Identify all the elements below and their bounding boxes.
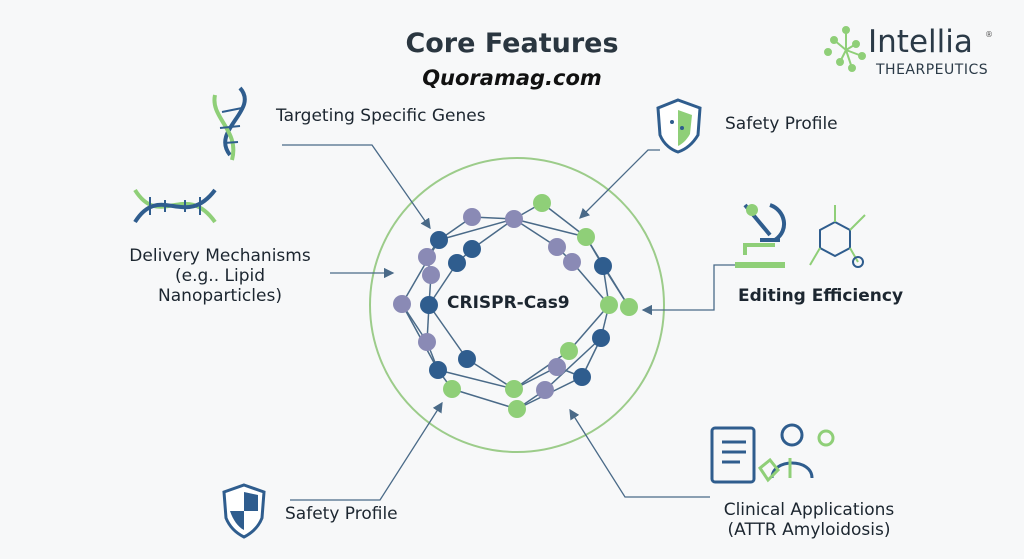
- network-node: [563, 253, 581, 271]
- page-subtitle: Quoramag.com: [422, 66, 602, 90]
- network-node: [620, 298, 638, 316]
- network-node: [393, 295, 411, 313]
- network-node: [429, 361, 447, 379]
- network-edge: [544, 337, 602, 391]
- network-edge: [513, 218, 587, 238]
- network-node: [548, 238, 566, 256]
- network-node: [418, 248, 436, 266]
- clinical-line1: Clinical Applications: [723, 500, 895, 520]
- network-node: [505, 380, 523, 398]
- feature-targeting-label: Targeting Specific Genes: [276, 106, 486, 126]
- arrow-safety-top: [579, 149, 660, 219]
- feature-safety-top-label: Safety Profile: [725, 114, 838, 134]
- network-node: [463, 208, 481, 226]
- network-edge: [568, 304, 610, 352]
- network-edge: [513, 350, 570, 390]
- network-node: [560, 342, 578, 360]
- arrow-safety-bottom: [290, 401, 443, 501]
- outer-ring: [369, 157, 665, 453]
- network-node: [508, 400, 526, 418]
- network-edge: [437, 369, 515, 390]
- crispr-network: [393, 194, 638, 418]
- delivery-line2: (e.g.. Lipid Nanoparticles): [158, 266, 282, 306]
- dna-helix-icon: [212, 86, 247, 161]
- network-edge: [466, 358, 515, 390]
- molecule-icon: [809, 205, 866, 268]
- network-edge: [428, 304, 468, 360]
- network-node: [430, 231, 448, 249]
- network-edge: [451, 388, 518, 410]
- feature-safety-bottom-label: Safety Profile: [285, 504, 398, 524]
- feature-delivery-label: Delivery Mechanisms (e.g.. Lipid Nanopart…: [112, 246, 328, 306]
- network-node: [448, 254, 466, 272]
- network-node: [533, 194, 551, 212]
- network-node: [418, 333, 436, 351]
- network-node: [536, 381, 554, 399]
- network-node: [600, 296, 618, 314]
- dna-icon: [133, 188, 217, 224]
- network-edge: [438, 218, 515, 241]
- shield-molecule-icon: [656, 98, 702, 154]
- network-node: [505, 210, 523, 228]
- network-node: [594, 257, 612, 275]
- logo-tagline: THEARPEUTICS: [876, 62, 989, 78]
- logo-registered: ®: [985, 30, 993, 39]
- network-node: [420, 296, 438, 314]
- network-node: [548, 358, 566, 376]
- network-node: [463, 240, 481, 258]
- network-edge: [541, 202, 587, 238]
- page-title: Core Features: [405, 28, 619, 59]
- network-node: [592, 329, 610, 347]
- arrow-editing: [641, 264, 740, 316]
- arrow-targeting: [282, 144, 431, 230]
- network-node: [458, 350, 476, 368]
- network-node: [577, 228, 595, 246]
- feature-clinical-label: Clinical Applications (ATTR Amyloidosis): [716, 500, 902, 540]
- delivery-line1: Delivery Mechanisms: [129, 246, 311, 266]
- network-node: [422, 266, 440, 284]
- logo-mark-icon: [824, 26, 866, 72]
- clinical-line2: (ATTR Amyloidosis): [727, 520, 891, 540]
- shield-icon: [222, 483, 266, 539]
- microscope-icon: [735, 203, 786, 268]
- network-node: [443, 380, 461, 398]
- clinical-icon: [710, 423, 835, 484]
- network-edge: [571, 261, 610, 306]
- network-node: [573, 368, 591, 386]
- arrow-clinical: [569, 408, 710, 498]
- feature-editing-label: Editing Efficiency: [738, 286, 904, 306]
- logo-name: Intellia: [868, 24, 973, 60]
- center-label: CRISPR-Cas9: [447, 293, 570, 313]
